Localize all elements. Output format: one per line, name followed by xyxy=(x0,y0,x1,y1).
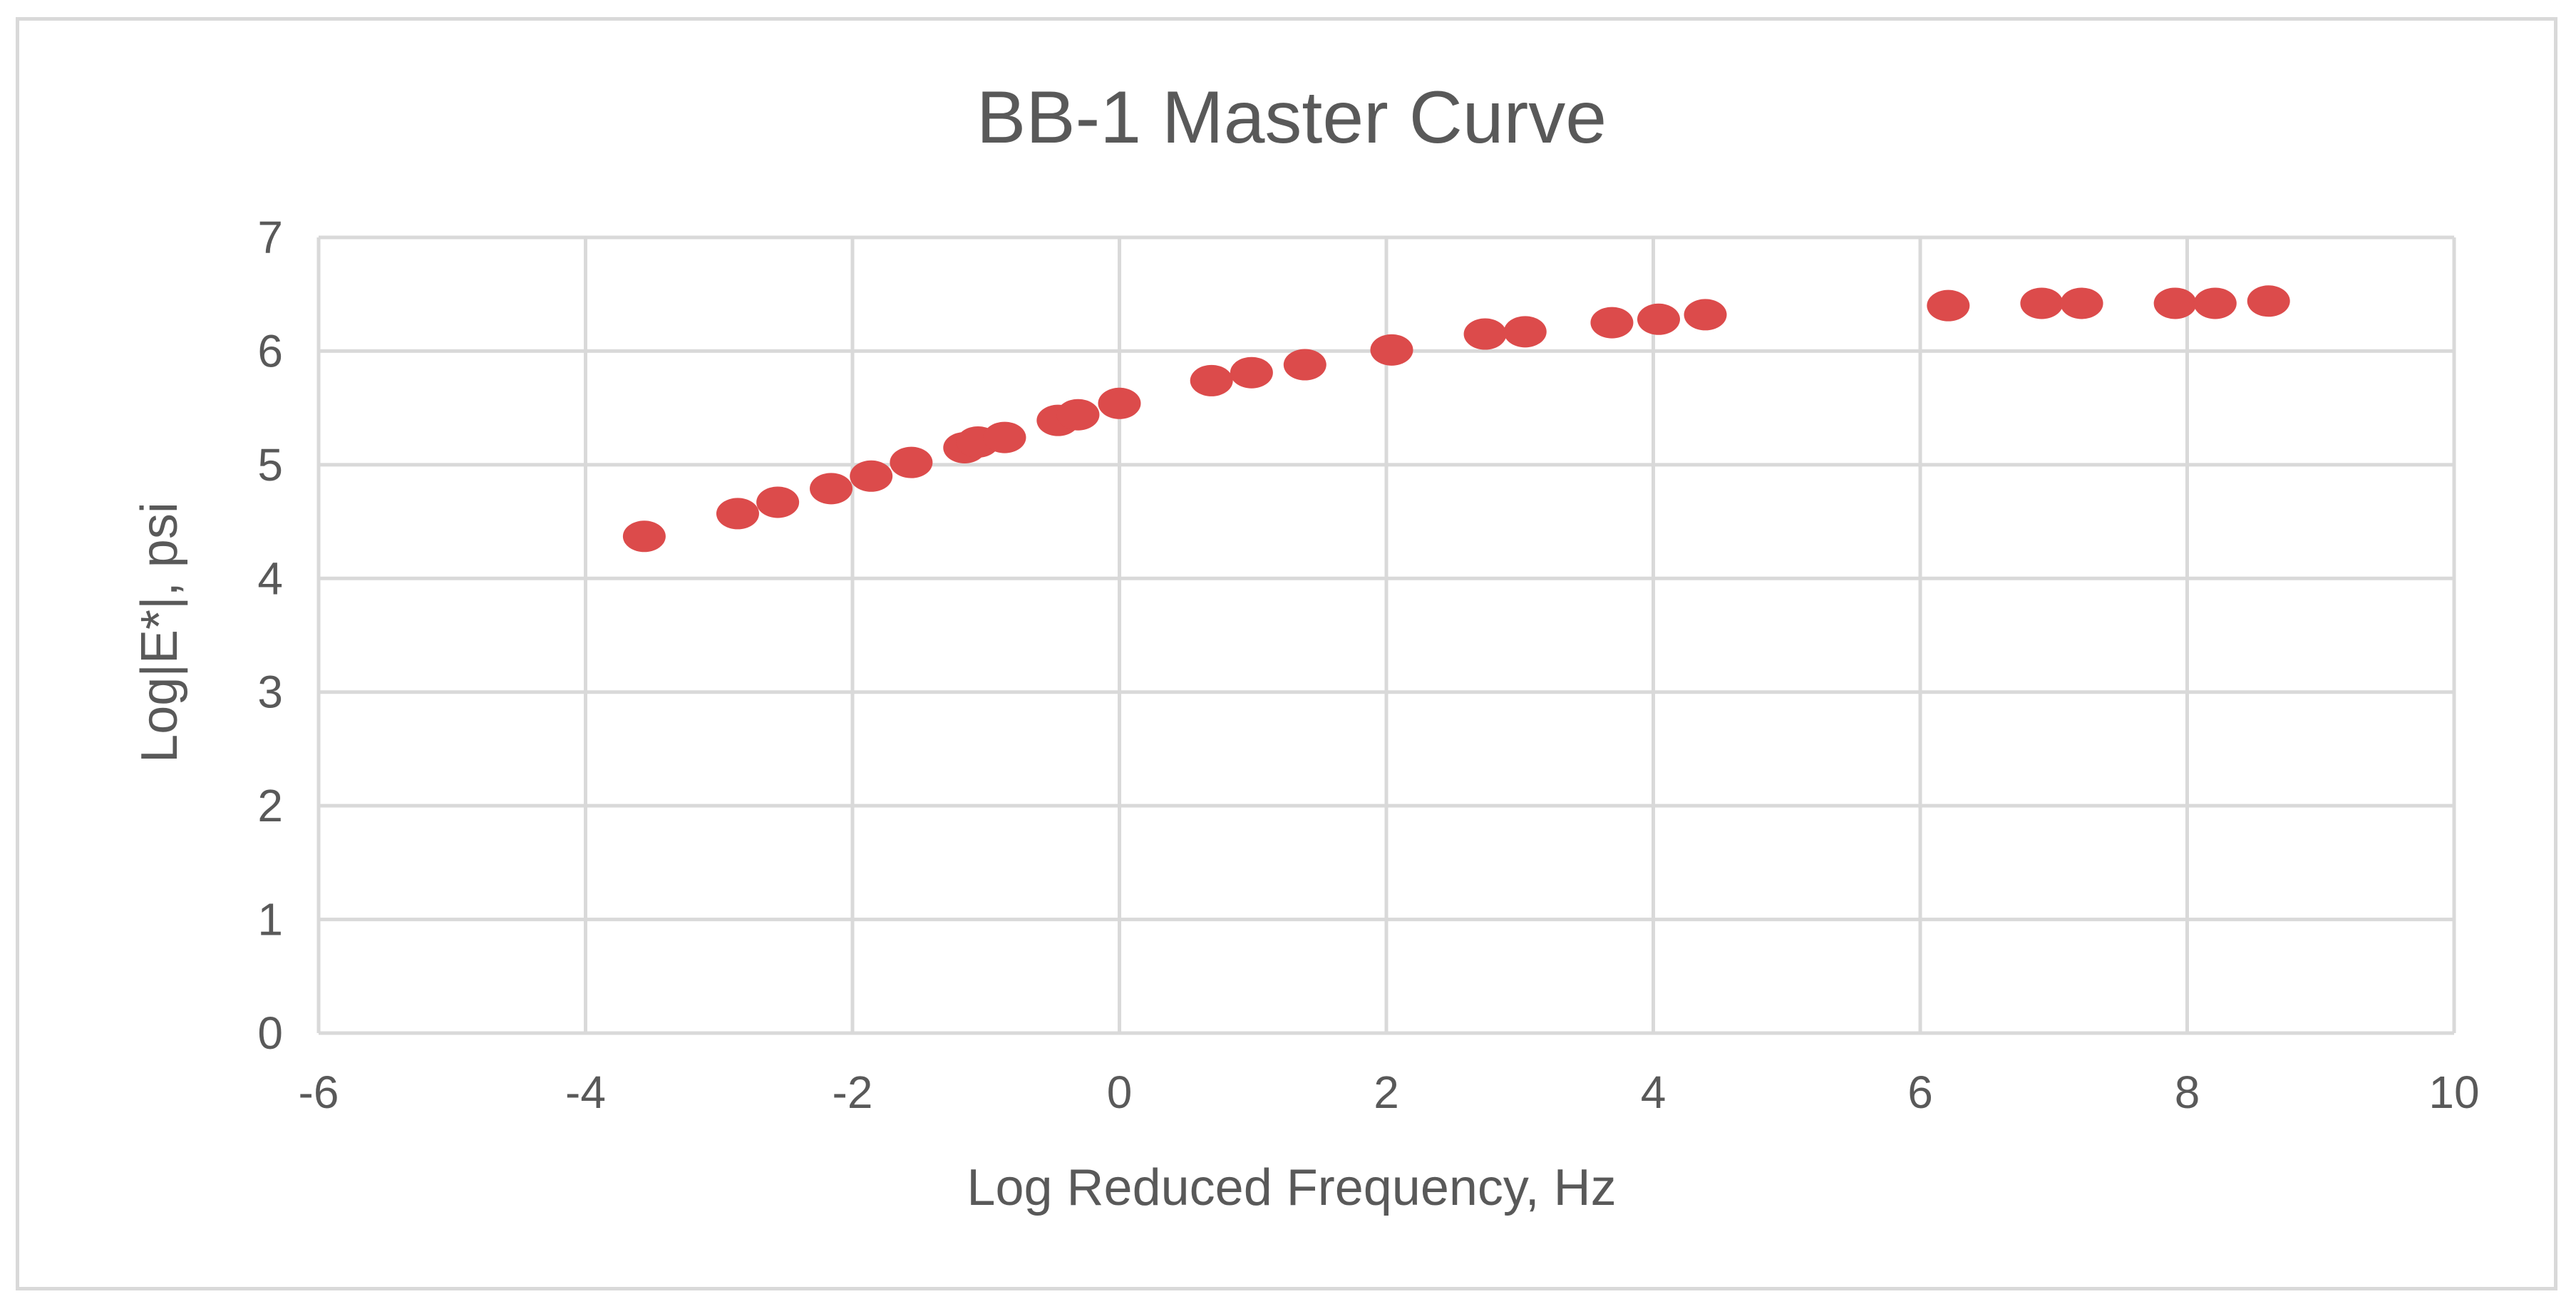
data-points xyxy=(622,285,2290,553)
x-tick-label: 8 xyxy=(2175,1067,2200,1118)
data-point xyxy=(2193,287,2237,319)
y-tick-label: 6 xyxy=(257,325,283,376)
data-point xyxy=(2153,287,2197,319)
x-tick-label: -2 xyxy=(833,1067,873,1118)
x-tick-label: 6 xyxy=(1907,1067,1933,1118)
chart-title: BB-1 Master Curve xyxy=(977,76,1607,159)
x-tick-label: 4 xyxy=(1641,1067,1666,1118)
data-point xyxy=(1230,356,1273,389)
data-point xyxy=(1056,399,1100,431)
y-tick-label: 5 xyxy=(257,439,283,491)
data-point xyxy=(1590,307,1634,339)
y-axis-label: Log|E*|, psi xyxy=(131,502,188,763)
y-tick-label: 3 xyxy=(257,667,283,718)
data-point xyxy=(2247,285,2290,317)
data-point xyxy=(1684,299,1727,331)
x-tick-label: 0 xyxy=(1107,1067,1133,1118)
data-point xyxy=(983,421,1026,453)
x-axis-label: Log Reduced Frequency, Hz xyxy=(967,1159,1616,1216)
data-point xyxy=(1190,364,1233,396)
y-tick-label: 7 xyxy=(257,212,283,263)
data-point xyxy=(2060,287,2103,319)
data-point xyxy=(1637,303,1680,335)
data-point xyxy=(1283,349,1326,381)
y-tick-label: 4 xyxy=(257,553,283,604)
data-point xyxy=(1927,289,1970,322)
data-point xyxy=(2020,287,2064,319)
chart-frame xyxy=(16,17,2557,1290)
data-point xyxy=(890,446,933,478)
grid-lines xyxy=(316,235,2456,1035)
y-tick-label: 2 xyxy=(257,780,283,831)
data-point xyxy=(756,486,800,518)
data-point xyxy=(1503,316,1547,348)
tick-labels: -6 -4 -2 0 2 4 6 8 10 0 1 2 3 4 5 6 7 xyxy=(257,212,2479,1118)
x-tick-label: 2 xyxy=(1374,1067,1399,1118)
data-point xyxy=(1098,387,1141,419)
x-tick-label: 10 xyxy=(2428,1067,2479,1118)
data-point xyxy=(716,498,759,530)
y-tick-label: 1 xyxy=(257,894,283,945)
data-point xyxy=(1463,318,1507,350)
x-tick-label: -4 xyxy=(565,1067,606,1118)
y-tick-label: 0 xyxy=(257,1007,283,1059)
x-tick-label: -6 xyxy=(299,1067,339,1118)
data-point xyxy=(622,520,666,553)
data-point xyxy=(1370,334,1413,366)
data-point xyxy=(850,460,893,492)
data-point xyxy=(810,473,853,505)
